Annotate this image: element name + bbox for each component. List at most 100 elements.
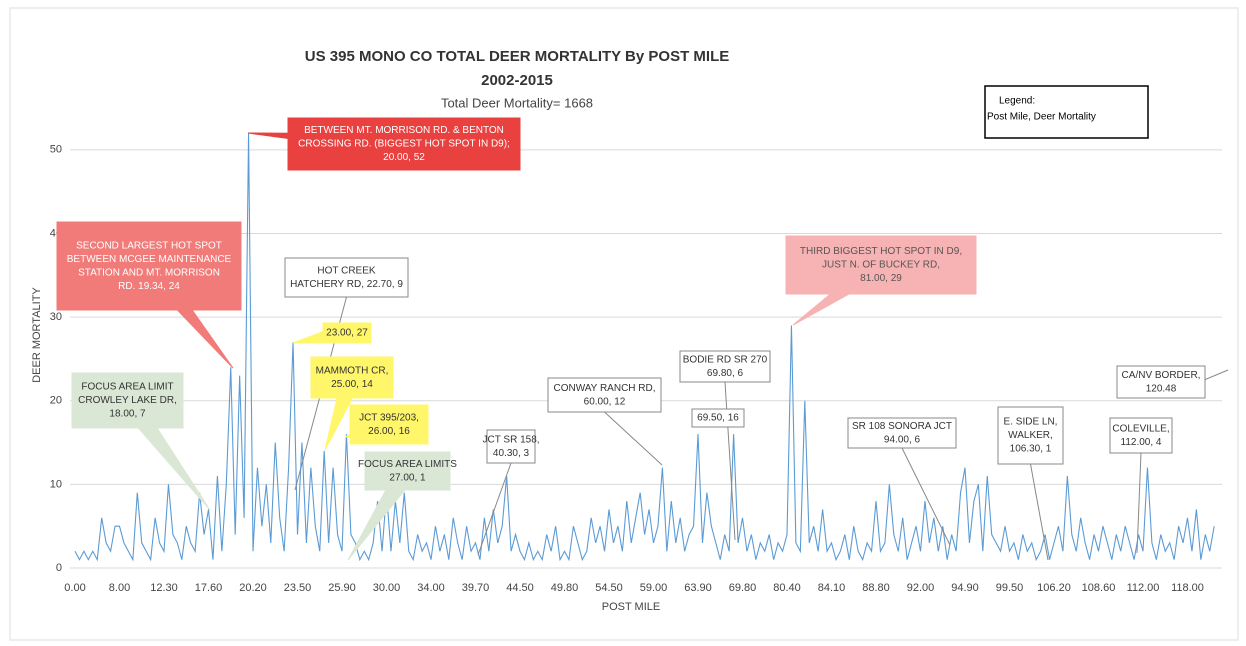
y-tick-label: 50 <box>50 144 62 156</box>
annotation-text: E. SIDE LN, <box>1004 417 1058 428</box>
x-tick-label: 59.00 <box>640 582 668 594</box>
annotation: JCT SR 158, 40.30, 3 <box>477 429 540 556</box>
x-tick-label: 44.50 <box>506 582 534 594</box>
annotation-text: JCT SR 158, <box>482 434 539 445</box>
annotation-text: CONWAY RANCH RD, <box>553 383 655 394</box>
callout-box <box>1109 417 1173 454</box>
x-tick-label: 63.90 <box>684 582 712 594</box>
callout-box <box>847 417 957 449</box>
annotation: CONWAY RANCH RD, 60.00, 12 <box>547 377 663 466</box>
annotation-text: BETWEEN MCGEE MAINTENANCE <box>67 254 232 265</box>
chart-title: US 395 MONO CO TOTAL DEER MORTALITY By P… <box>305 48 730 65</box>
x-tick-label: 84.10 <box>818 582 846 594</box>
annotation-text: 69.50, 16 <box>697 413 739 424</box>
x-tick-label: 20.20 <box>239 582 267 594</box>
annotation: THIRD BIGGEST HOT SPOT IN D9, JUST N. OF … <box>785 235 977 326</box>
annotation-text: STATION AND MT. MORRISON <box>78 267 220 278</box>
annotation: FOCUS AREA LIMIT CROWLEY LAKE DR, 18.00, 7 <box>71 372 211 511</box>
annotation-text: JUST N. OF BUCKEY RD, <box>822 260 940 271</box>
x-axis-label: POST MILE <box>602 601 660 613</box>
callout-box <box>322 322 372 344</box>
annotation-text: CROSSING RD. (BIGGEST HOT SPOT IN D9); <box>298 139 510 150</box>
annotation-text: 18.00, 7 <box>109 409 146 420</box>
x-tick-label: 39.70 <box>462 582 490 594</box>
callout-leader <box>1136 452 1142 554</box>
callout-box <box>71 372 184 429</box>
annotation-text: 106.30, 1 <box>1010 444 1052 455</box>
callout-box <box>486 429 536 464</box>
annotation-text: JCT 395/203, <box>359 412 419 423</box>
y-tick-label: 20 <box>50 395 62 407</box>
callout-leader <box>477 462 512 556</box>
annotation-text: 120.48 <box>1146 383 1177 394</box>
annotation: E. SIDE LN, WALKER, 106.30, 1 <box>997 406 1064 561</box>
annotation: FOCUS AREA LIMITS 27.00, 1 <box>347 451 457 561</box>
annotation-text: WALKER, <box>1008 430 1053 441</box>
x-tick-label: 118.00 <box>1171 582 1204 594</box>
x-tick-label: 54.50 <box>595 582 623 594</box>
x-tick-label: 106.20 <box>1037 582 1071 594</box>
annotation-text: 112.00, 4 <box>1121 437 1162 448</box>
x-tick-label: 17.60 <box>195 582 223 594</box>
annotation: BODIE RD SR 270 69.80, 6 <box>679 350 771 541</box>
annotation: CA/NV BORDER, 120.48 <box>1116 365 1229 399</box>
x-tick-label: 99.50 <box>996 582 1024 594</box>
annotation-text: MAMMOTH CR, <box>316 365 389 376</box>
x-tick-label: 49.80 <box>551 582 579 594</box>
y-axis-label: DEER MORTALITY <box>31 287 43 383</box>
annotation-text: CA/NV BORDER, <box>1122 370 1201 381</box>
callout-leader <box>604 411 663 466</box>
x-tick-label: 108.60 <box>1082 582 1116 594</box>
y-tick-label: 10 <box>50 478 62 490</box>
total-label: Total Deer Mortality= 1668 <box>441 95 593 110</box>
x-tick-label: 92.00 <box>907 582 935 594</box>
callout-box <box>349 404 429 445</box>
annotation-text: BETWEEN MT. MORRISON RD. & BENTON <box>304 125 504 136</box>
annotation-text: 60.00, 12 <box>584 396 626 407</box>
annotation: 23.00, 27 <box>292 322 372 344</box>
x-tick-label: 34.00 <box>417 582 445 594</box>
callout-leader <box>1030 463 1049 561</box>
annotation-text: 23.00, 27 <box>326 328 368 339</box>
x-tick-label: 69.80 <box>729 582 757 594</box>
callout-box <box>56 221 242 311</box>
x-tick-label: 25.90 <box>328 582 356 594</box>
annotation-text: FOCUS AREA LIMIT <box>81 382 173 393</box>
annotation-text: 26.00, 16 <box>368 426 410 437</box>
annotation-text: 40.30, 3 <box>493 448 530 459</box>
annotation-text: CROWLEY LAKE DR, <box>78 395 177 406</box>
callout-box <box>785 235 977 295</box>
annotation: 69.50, 16 <box>691 408 745 428</box>
annotation-text: SR 108 SONORA JCT <box>852 421 952 432</box>
callout-leader <box>901 447 951 546</box>
callout-box <box>1116 365 1206 399</box>
y-tick-label: 30 <box>50 311 62 323</box>
x-tick-label: 88.80 <box>862 582 890 594</box>
x-tick-label: 23.50 <box>284 582 312 594</box>
x-tick-label: 8.00 <box>109 582 130 594</box>
annotation-text: 81.00, 29 <box>860 273 902 284</box>
callout-box <box>679 350 771 383</box>
annotation-text: 69.80, 6 <box>707 368 744 379</box>
legend-text: Legend: <box>999 96 1035 107</box>
annotation-text: COLEVILLE, <box>1112 423 1169 434</box>
annotation-text: THIRD BIGGEST HOT SPOT IN D9, <box>800 246 962 257</box>
annotation-text: 20.00, 52 <box>383 152 425 163</box>
annotation: BETWEEN MT. MORRISON RD. & BENTON CROSSIN… <box>247 117 521 171</box>
callout-box <box>997 406 1064 465</box>
annotation: COLEVILLE, 112.00, 4 <box>1109 417 1173 554</box>
x-tick-label: 112.00 <box>1127 582 1160 594</box>
annotation-text: 94.00, 6 <box>884 434 921 445</box>
annotation-text: 25.00, 14 <box>331 379 373 390</box>
legend-text: Post Mile, Deer Mortality <box>987 112 1096 123</box>
x-tick-label: 0.00 <box>64 582 85 594</box>
callout-box <box>547 377 662 413</box>
annotation-text: SECOND LARGEST HOT SPOT <box>76 240 222 251</box>
callout-box <box>310 356 394 399</box>
annotation-text: BODIE RD SR 270 <box>683 354 768 365</box>
callout-box <box>284 257 409 298</box>
y-tick-label: 0 <box>56 562 62 574</box>
annotation-text: HATCHERY RD, 22.70, 9 <box>290 279 403 290</box>
data-line <box>74 133 1215 562</box>
